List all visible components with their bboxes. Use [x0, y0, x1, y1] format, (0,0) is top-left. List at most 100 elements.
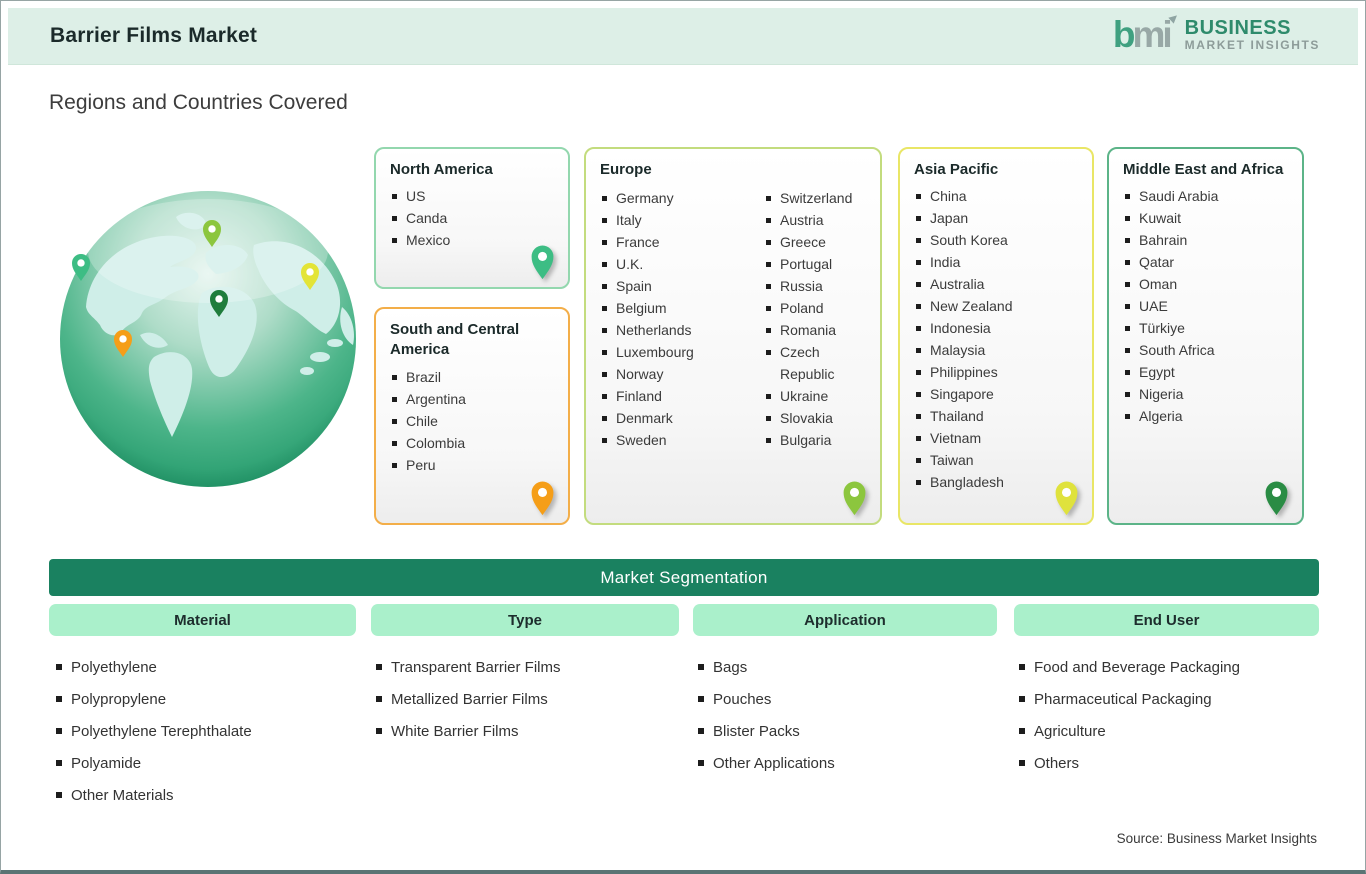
region-title: Europe	[600, 161, 652, 178]
bullet-icon	[602, 416, 607, 422]
bullet-icon	[602, 328, 607, 334]
country-item: New Zealand	[916, 295, 1084, 317]
bmi-logo-icon: bmi	[1113, 12, 1180, 53]
country-item: Kuwait	[1125, 207, 1294, 229]
country-item: Poland	[766, 297, 872, 319]
country-item: Italy	[602, 209, 754, 231]
bullet-icon	[916, 480, 921, 486]
bullet-icon	[1125, 348, 1130, 354]
bullet-icon	[392, 194, 397, 200]
country-item: South Korea	[916, 229, 1084, 251]
globe-pin-europe	[202, 219, 222, 247]
country-list: Switzerland Austria Greece Portugal Russia Po…	[762, 187, 880, 451]
section-title: Regions and Countries Covered	[49, 91, 348, 114]
bullet-icon	[56, 728, 62, 734]
country-item: US	[392, 185, 560, 207]
country-item: Algeria	[1125, 405, 1294, 427]
bullet-icon	[602, 306, 607, 312]
segment-item: Other Materials	[56, 779, 252, 811]
bullet-icon	[698, 728, 704, 734]
country-item: Brazil	[392, 366, 560, 388]
segment-item: Metallized Barrier Films	[376, 683, 560, 715]
country-item: Czech Republic	[766, 341, 872, 385]
map-pin-icon	[1265, 481, 1288, 516]
country-item: Sweden	[602, 429, 754, 451]
country-item: Singapore	[916, 383, 1084, 405]
bullet-icon	[916, 414, 921, 420]
country-list: US Canda Mexico	[376, 185, 568, 251]
bullet-icon	[766, 306, 771, 312]
segment-item: Bags	[698, 651, 835, 683]
bullet-icon	[1125, 238, 1130, 244]
country-item: Austria	[766, 209, 872, 231]
country-item: Ukraine	[766, 385, 872, 407]
bullet-icon	[602, 196, 607, 202]
segment-item: Polyethylene Terephthalate	[56, 715, 252, 747]
bullet-icon	[916, 304, 921, 310]
page-title: Barrier Films Market	[50, 24, 258, 47]
bullet-icon	[1125, 370, 1130, 376]
country-item: Russia	[766, 275, 872, 297]
country-item: China	[916, 185, 1084, 207]
country-item: Portugal	[766, 253, 872, 275]
bullet-icon	[602, 438, 607, 444]
bullet-icon	[916, 282, 921, 288]
region-title: South and Central America	[390, 321, 520, 359]
country-item: Norway	[602, 363, 754, 385]
header-bar: Barrier Films Market bmi BUSINESS MARKET…	[8, 8, 1358, 65]
country-item: Philippines	[916, 361, 1084, 383]
bullet-icon	[392, 418, 397, 424]
country-item: Finland	[602, 385, 754, 407]
bullet-icon	[376, 664, 382, 670]
country-item: South Africa	[1125, 339, 1294, 361]
bullet-icon	[916, 348, 921, 354]
segment-item: Food and Beverage Packaging	[1019, 651, 1240, 683]
segment-list-application: Bags Pouches Blister Packs Other Applicatio…	[698, 651, 835, 779]
globe-graphic	[60, 191, 356, 487]
globe-pin-north-america	[71, 253, 91, 281]
country-columns: Germany Italy France U.K. Spain Belgium Nether…	[586, 185, 880, 451]
country-item: Oman	[1125, 273, 1294, 295]
country-item: Slovakia	[766, 407, 872, 429]
bullet-icon	[766, 328, 771, 334]
bullet-icon	[1019, 664, 1025, 670]
bullet-icon	[376, 728, 382, 734]
bullet-icon	[1125, 282, 1130, 288]
bullet-icon	[56, 664, 62, 670]
bullet-icon	[766, 284, 771, 290]
country-item: Colombia	[392, 432, 560, 454]
bullet-icon	[766, 218, 771, 224]
segment-item: Agriculture	[1019, 715, 1240, 747]
country-item: Germany	[602, 187, 754, 209]
brand-name: BUSINESS MARKET INSIGHTS	[1184, 16, 1320, 52]
region-title: Asia Pacific	[914, 161, 999, 178]
segment-list-type: Transparent Barrier Films Metallized Barr…	[376, 651, 560, 747]
bullet-icon	[916, 370, 921, 376]
country-item: Egypt	[1125, 361, 1294, 383]
country-item: Denmark	[602, 407, 754, 429]
country-item: Peru	[392, 454, 560, 476]
segment-item: Blister Packs	[698, 715, 835, 747]
bullet-icon	[766, 262, 771, 268]
brand-logo: bmi BUSINESS MARKET INSIGHTS	[1113, 12, 1320, 53]
bullet-icon	[56, 760, 62, 766]
bullet-icon	[916, 194, 921, 200]
country-item: Nigeria	[1125, 383, 1294, 405]
bullet-icon	[1019, 728, 1025, 734]
map-pin-icon	[1055, 481, 1078, 516]
country-item: Australia	[916, 273, 1084, 295]
country-item: France	[602, 231, 754, 253]
bullet-icon	[602, 218, 607, 224]
globe-pin-asia-pacific	[300, 262, 320, 290]
country-item: Japan	[916, 207, 1084, 229]
bullet-icon	[602, 240, 607, 246]
segment-header-type: Type	[371, 604, 679, 636]
region-title: Middle East and Africa	[1123, 161, 1284, 178]
bullet-icon	[392, 440, 397, 446]
segment-header-application: Application	[693, 604, 997, 636]
bullet-icon	[916, 326, 921, 332]
region-card-middle-east-africa: Middle East and Africa Saudi Arabia Kuwai…	[1107, 147, 1304, 525]
bullet-icon	[392, 396, 397, 402]
bullet-icon	[916, 458, 921, 464]
